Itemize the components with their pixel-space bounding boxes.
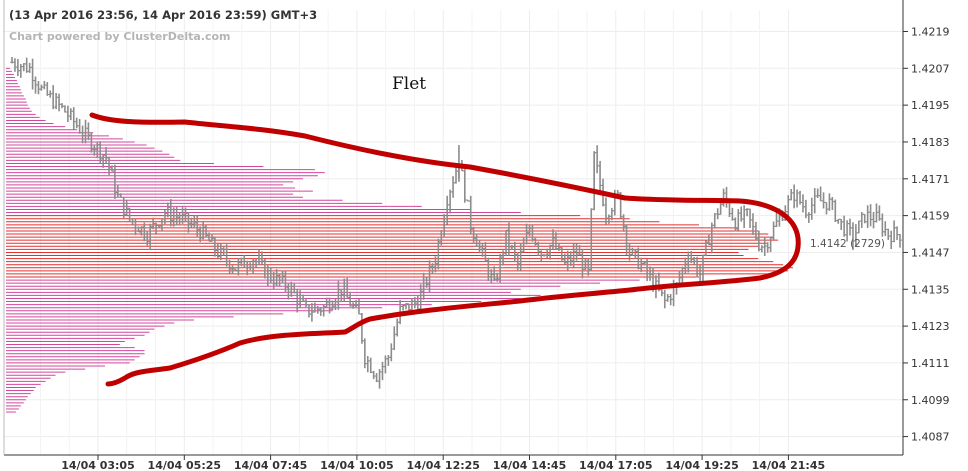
grid-lines xyxy=(4,10,903,455)
price-axis: 1.4219 1.4207 1.4195 1.4183 1.4171 1.4159 1.41… xyxy=(903,25,950,444)
y-tick-label: 1.4159 xyxy=(911,210,950,223)
y-tick-label: 1.4219 xyxy=(911,25,950,38)
y-tick-label: 1.4111 xyxy=(911,357,950,370)
x-tick-label: 14/04 03:05 xyxy=(61,459,134,471)
x-tick-label: 14/04 14:45 xyxy=(493,459,566,471)
chart-title: (13 Apr 2016 23:56, 14 Apr 2016 23:59) G… xyxy=(9,8,318,22)
y-tick-label: 1.4147 xyxy=(911,246,950,259)
volume-profile xyxy=(6,67,794,413)
poc-label: 1.4142 (2729) xyxy=(810,238,885,250)
y-tick-label: 1.4207 xyxy=(911,62,950,75)
y-tick-label: 1.4123 xyxy=(911,320,950,333)
chart-frame xyxy=(3,0,904,456)
y-tick-label: 1.4171 xyxy=(911,173,950,186)
x-tick-label: 14/04 17:05 xyxy=(579,459,652,471)
x-tick-label: 14/04 12:25 xyxy=(406,459,479,471)
candle-series xyxy=(10,57,902,389)
chart-credit: Chart powered by ClusterDelta.com xyxy=(9,30,231,43)
y-tick-label: 1.4099 xyxy=(911,394,950,407)
y-tick-label: 1.4135 xyxy=(911,283,950,296)
y-tick-label: 1.4087 xyxy=(911,431,950,444)
x-tick-label: 14/04 07:45 xyxy=(234,459,307,471)
y-tick-label: 1.4183 xyxy=(911,136,950,149)
time-axis: 14/04 03:05 14/04 05:25 14/04 07:45 14/04 1… xyxy=(61,455,825,471)
flat-outline-path xyxy=(89,112,801,387)
flat-range-outline xyxy=(89,112,801,387)
x-tick-label: 14/04 19:25 xyxy=(665,459,738,471)
x-tick-label: 14/04 05:25 xyxy=(148,459,221,471)
flat-annotation: Flet xyxy=(392,74,427,94)
x-tick-label: 14/04 10:05 xyxy=(320,459,393,471)
y-tick-label: 1.4195 xyxy=(911,99,950,112)
x-tick-label: 14/04 21:45 xyxy=(752,459,825,471)
